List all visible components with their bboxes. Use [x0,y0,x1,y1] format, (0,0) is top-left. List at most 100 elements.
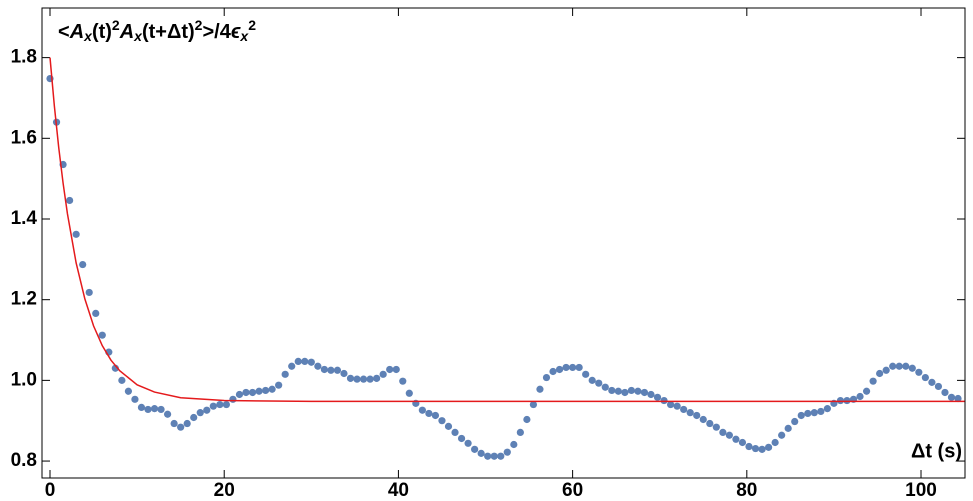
data-point [653,393,662,401]
data-point [471,445,479,453]
y-label-part: (t+Δt) [142,21,195,43]
data-point [314,362,322,370]
data-point [764,443,773,451]
data-point [680,405,688,414]
data-point [79,260,87,269]
data-point [934,382,943,391]
data-point [177,423,185,431]
data-point [484,452,492,460]
data-point [261,386,270,395]
data-point [359,375,368,383]
data-point [693,411,701,420]
y-label-part: ϵ [231,21,241,43]
data-point [222,400,230,409]
data-point [144,405,152,414]
data-point [562,363,570,372]
fit-line [49,57,965,403]
data-point [529,400,538,409]
data-point [549,367,557,376]
data-point [190,413,198,422]
data-point [373,374,381,382]
x-axis-label: Δt (s) [911,440,962,462]
y-tick-label: 1.2 [11,289,37,310]
y-label-part: x [83,28,93,44]
data-point [928,378,936,386]
plot-frame [41,7,966,479]
data-point [575,363,583,372]
data-point [170,419,178,428]
data-point [745,442,753,451]
data-point [281,370,289,378]
data-point [275,381,283,389]
x-tick-label: 100 [905,480,937,501]
data-point [209,402,217,410]
data-point [183,419,191,428]
data-point [804,409,812,418]
x-tick-label: 40 [388,480,409,501]
data-point [301,357,309,366]
data-point [725,431,733,439]
data-point [738,438,747,447]
data-point [268,385,276,393]
data-point [477,449,485,457]
data-point [732,435,740,443]
data-point [510,440,518,449]
data-point [229,395,237,403]
data-point [320,365,328,374]
data-point [425,409,433,418]
data-point [699,415,707,424]
data-point [810,409,818,417]
data-point [614,387,622,395]
data-point [869,377,877,385]
data-point [497,452,505,460]
data-point [150,405,159,413]
data-point [399,377,407,385]
y-tick-label: 1.8 [11,47,37,68]
data-point [307,358,315,366]
data-point [791,417,799,426]
data-point [954,394,962,403]
y-label-part: x [239,28,249,44]
y-label-part: x [133,28,143,44]
data-point [876,369,884,378]
data-point [751,444,760,453]
data-point [523,415,531,424]
data-point [771,438,779,447]
y-label-part: A [119,21,134,43]
data-point [647,390,655,399]
data-point [595,379,603,387]
data-point [941,388,949,397]
data-point [353,375,361,383]
data-point [340,369,348,378]
data-point [719,428,727,437]
data-point [921,373,929,382]
data-point [947,393,956,401]
data-point [92,309,100,317]
data-point [163,410,172,418]
y-label-part: 2 [248,17,256,33]
data-point [418,406,426,414]
y-tick-label: 1.6 [11,127,37,148]
data-point [908,364,916,372]
data-point [862,387,871,395]
data-point [464,439,472,447]
data-point [333,366,342,374]
data-point [915,368,923,376]
data-point [131,395,139,403]
data-point [98,331,106,339]
data-point [118,376,126,384]
data-point [582,370,590,378]
x-tick-label: 0 [45,480,56,501]
data-point [379,370,387,378]
data-point [660,396,668,405]
data-point [627,386,636,395]
data-point [673,402,681,410]
data-point [640,388,649,397]
data-point [797,411,805,420]
data-point [516,428,524,437]
y-tick-label: 1.0 [11,369,37,390]
data-point [438,417,446,425]
y-label-part: < [58,21,70,43]
data-point [889,362,897,370]
